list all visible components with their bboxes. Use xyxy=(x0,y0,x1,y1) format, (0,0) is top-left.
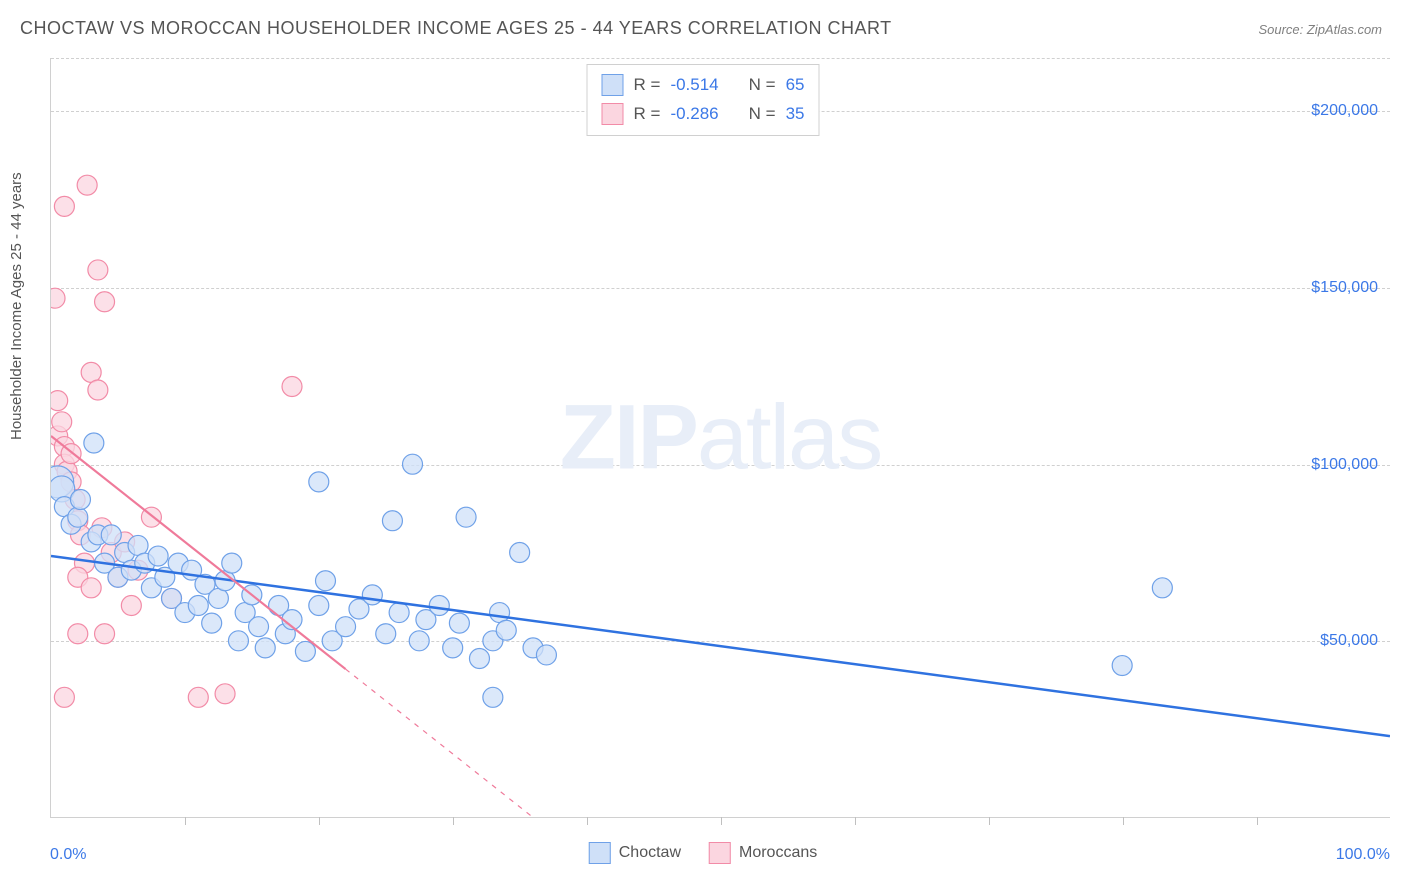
legend-swatch xyxy=(602,74,624,96)
legend-row: R = -0.286 N = 35 xyxy=(602,100,805,129)
x-tick xyxy=(721,817,722,825)
y-axis-label: Householder Income Ages 25 - 44 years xyxy=(8,172,25,440)
legend-r-label: R = xyxy=(634,100,661,129)
chart-title: CHOCTAW VS MOROCCAN HOUSEHOLDER INCOME A… xyxy=(20,18,892,39)
trend-line xyxy=(51,436,346,669)
series-legend: Choctaw Moroccans xyxy=(589,842,818,864)
trend-layer xyxy=(51,58,1390,817)
x-tick xyxy=(1123,817,1124,825)
legend-r-value: -0.286 xyxy=(670,100,718,129)
legend-n-label: N = xyxy=(749,71,776,100)
legend-r-label: R = xyxy=(634,71,661,100)
x-tick xyxy=(319,817,320,825)
trend-line xyxy=(346,669,533,817)
x-axis-min-label: 0.0% xyxy=(50,846,86,864)
trend-line xyxy=(51,556,1390,736)
legend-r-value: -0.514 xyxy=(670,71,718,100)
legend-n-value: 65 xyxy=(786,71,805,100)
source-attribution: Source: ZipAtlas.com xyxy=(1258,22,1382,37)
series-legend-item: Choctaw xyxy=(589,842,681,864)
legend-swatch xyxy=(589,842,611,864)
x-tick xyxy=(453,817,454,825)
correlation-legend: R = -0.514 N = 65 R = -0.286 N = 35 xyxy=(587,64,820,136)
legend-n-label: N = xyxy=(749,100,776,129)
x-tick xyxy=(855,817,856,825)
x-tick xyxy=(1257,817,1258,825)
legend-swatch xyxy=(602,103,624,125)
legend-swatch xyxy=(709,842,731,864)
series-legend-label: Moroccans xyxy=(739,844,817,862)
series-legend-item: Moroccans xyxy=(709,842,817,864)
legend-n-value: 35 xyxy=(786,100,805,129)
x-tick xyxy=(587,817,588,825)
plot-area: ZIPatlas $50,000$100,000$150,000$200,000 xyxy=(50,58,1390,818)
x-tick xyxy=(989,817,990,825)
legend-row: R = -0.514 N = 65 xyxy=(602,71,805,100)
series-legend-label: Choctaw xyxy=(619,844,681,862)
x-axis-max-label: 100.0% xyxy=(1336,846,1390,864)
x-tick xyxy=(185,817,186,825)
